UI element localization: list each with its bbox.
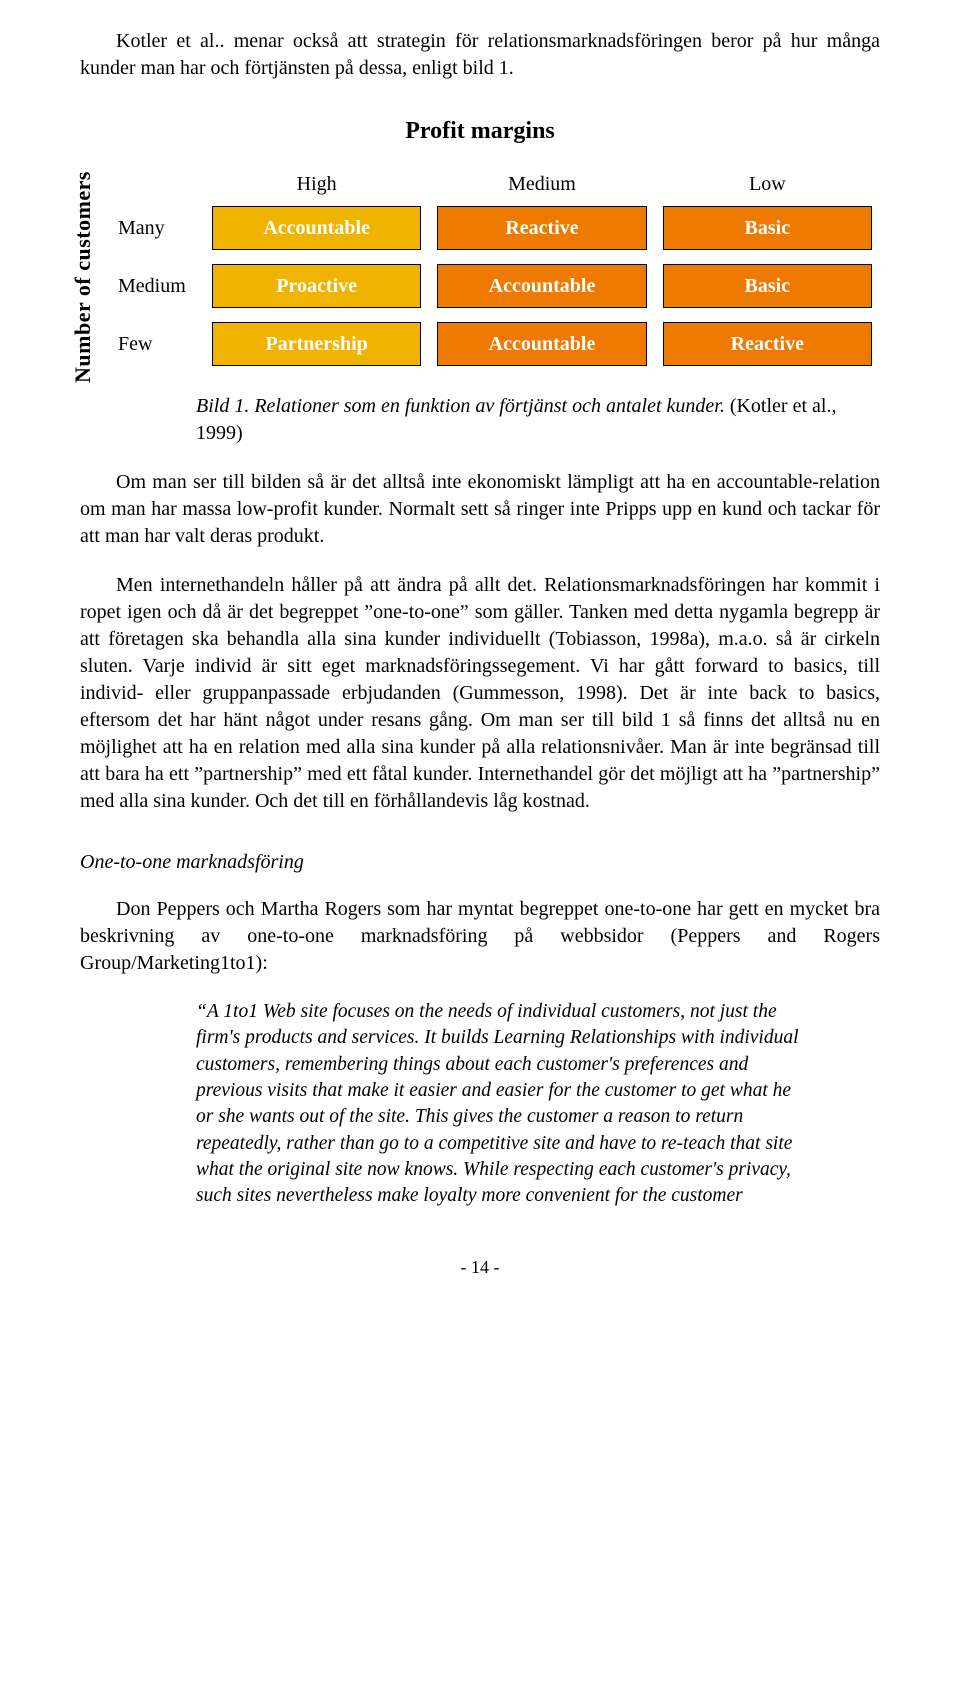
column-headers: High Medium Low	[114, 173, 880, 196]
relationship-matrix: Number of customers High Medium Low Many…	[70, 171, 880, 383]
chart-title: Profit margins	[80, 118, 880, 145]
block-quote: “A 1to1 Web site focuses on the needs of…	[196, 999, 800, 1210]
matrix-row: Many Accountable Reactive Basic	[114, 206, 880, 250]
matrix-cell: Reactive	[663, 322, 872, 366]
page-number: - 14 -	[80, 1257, 880, 1278]
section-heading: One-to-one marknadsföring	[80, 851, 880, 874]
matrix-cell: Accountable	[437, 264, 646, 308]
row-label: Many	[114, 217, 204, 240]
matrix-row: Medium Proactive Accountable Basic	[114, 264, 880, 308]
matrix-grid: High Medium Low Many Accountable Reactiv…	[114, 173, 880, 380]
col-header: Low	[655, 173, 880, 196]
matrix-cell: Proactive	[212, 264, 421, 308]
matrix-row: Few Partnership Accountable Reactive	[114, 322, 880, 366]
intro-paragraph: Kotler et al.. menar också att strategin…	[80, 28, 880, 82]
matrix-cell: Basic	[663, 264, 872, 308]
chart-caption: Bild 1. Relationer som en funktion av fö…	[196, 393, 880, 447]
row-label: Medium	[114, 275, 204, 298]
body-paragraph: Don Peppers och Martha Rogers som har my…	[80, 896, 880, 977]
matrix-cell: Accountable	[212, 206, 421, 250]
matrix-cell: Partnership	[212, 322, 421, 366]
body-paragraph: Om man ser till bilden så är det alltså …	[80, 469, 880, 550]
row-label: Few	[114, 333, 204, 356]
matrix-cell: Accountable	[437, 322, 646, 366]
col-header: High	[204, 173, 429, 196]
matrix-cell: Basic	[663, 206, 872, 250]
y-axis-label: Number of customers	[70, 171, 96, 383]
body-paragraph: Men internethandeln håller på att ändra …	[80, 572, 880, 815]
matrix-cell: Reactive	[437, 206, 646, 250]
caption-italic: Bild 1. Relationer som en funktion av fö…	[196, 395, 730, 417]
col-header: Medium	[429, 173, 654, 196]
